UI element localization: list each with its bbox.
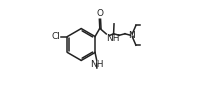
Text: O: O [96,9,103,18]
Text: NH: NH [89,60,103,69]
Text: NH: NH [106,34,120,43]
Text: Cl: Cl [51,32,60,41]
Text: N: N [128,31,134,40]
